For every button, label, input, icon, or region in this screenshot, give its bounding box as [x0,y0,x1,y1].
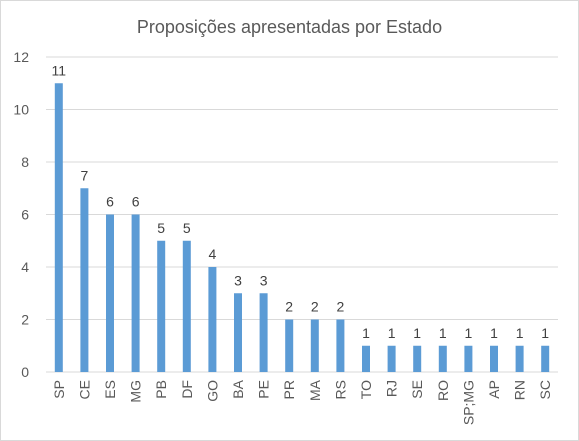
data-label: 2 [337,299,345,315]
bar-rj [387,345,396,372]
y-tick-label: 8 [21,154,29,170]
x-tick-label: GO [204,380,220,402]
y-tick-label: 12 [13,49,29,65]
bar-ma [310,319,319,372]
data-label: 3 [260,272,268,288]
x-tick-label: MG [128,380,144,403]
grid-layer [46,56,558,373]
x-tick-label: ES [102,380,118,399]
data-label: 1 [541,325,549,341]
data-label: 11 [52,62,67,78]
x-tick-label: PR [281,380,297,399]
x-tick-label: RJ [384,380,400,397]
x-tick-label: RS [332,380,348,399]
data-label: 1 [439,325,447,341]
bar-sp [54,83,63,372]
bar-pr [285,319,294,372]
x-tick-label: PB [153,380,169,399]
data-label: 1 [465,325,473,341]
data-label: 1 [362,325,370,341]
data-label: 2 [311,299,319,315]
chart-title: Proposições apresentadas por Estado [136,17,443,37]
data-label: 1 [516,325,524,341]
y-tick-label: 2 [21,312,29,328]
x-tick-label: RO [435,380,451,401]
y-tick-label: 6 [21,207,29,223]
x-axis-ticks: SP CE ES MG PB DF GO BA PE PR MA RS TO RJ SE RO SP;MG AP R… [51,379,553,425]
bar-rs [336,319,345,372]
data-label: 6 [132,194,140,210]
bar-go [208,267,217,372]
y-axis-ticks: 0 2 4 6 8 10 12 [13,49,29,380]
bar-rn [515,345,524,372]
data-label: 5 [157,220,165,236]
data-label: 1 [388,325,396,341]
x-tick-label: TO [358,380,374,399]
bar-mg [131,214,140,372]
x-tick-label: SE [409,380,425,399]
data-label: 1 [413,325,421,341]
bar-ba [234,293,242,372]
bar-pb [157,240,166,372]
bar-ro [438,345,447,372]
data-label: 5 [183,220,191,236]
x-tick-label: SC [537,380,553,399]
bar-pe [259,293,268,372]
bar-se [413,345,422,372]
y-tick-label: 10 [13,102,29,118]
bar-es [106,214,114,372]
data-label: 2 [285,299,293,315]
data-label: 1 [490,325,498,341]
data-label: 6 [106,194,114,210]
x-tick-label: AP [486,380,502,399]
bar-sc [541,345,550,372]
x-tick-label: SP;MG [460,380,476,425]
bar-ap [490,345,498,372]
x-tick-label: CE [76,380,92,399]
data-label: 7 [81,167,89,183]
y-tick-label: 0 [21,364,29,380]
y-tick-label: 4 [21,259,29,275]
x-tick-label: DF [179,380,195,399]
data-label: 4 [209,246,217,262]
bar-df [182,240,191,372]
bar-ce [80,188,89,372]
data-label: 3 [234,272,242,288]
x-tick-label: PE [256,380,272,399]
bars [54,83,550,372]
bar-sp-mg [464,345,473,372]
x-tick-label: MA [307,379,323,401]
bar-to [362,345,370,372]
x-tick-label: SP [51,380,67,399]
x-tick-label: BA [230,379,246,398]
x-tick-label: RN [512,380,528,400]
